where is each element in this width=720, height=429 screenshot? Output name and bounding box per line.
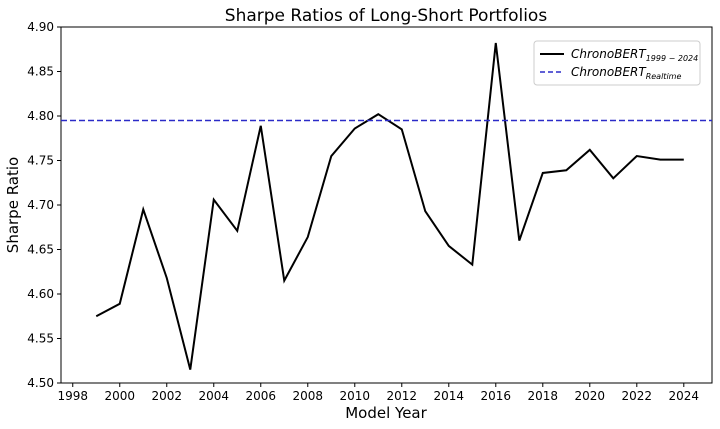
x-tick-label: 2010	[339, 389, 370, 403]
x-tick-label: 2004	[198, 389, 229, 403]
y-axis-title: Sharpe Ratio	[4, 157, 22, 253]
y-tick-label: 4.75	[27, 154, 54, 168]
legend: ChronoBERT1999 − 2024 ChronoBERTRealtime	[533, 40, 701, 86]
series-line-1999-2024	[95, 42, 684, 370]
chart-title: Sharpe Ratios of Long-Short Portfolios	[225, 6, 548, 26]
legend-label-1-subscript: 1999 − 2024	[646, 54, 699, 63]
legend-label-1: ChronoBERT1999 − 2024	[571, 47, 698, 63]
x-tick-label: 2014	[434, 389, 465, 403]
x-axis-title: Model Year	[345, 404, 427, 422]
x-tick-label: 2018	[528, 389, 559, 403]
legend-box	[533, 40, 701, 86]
x-tick-label: 2006	[245, 389, 276, 403]
legend-label-2-name: ChronoBERT	[571, 65, 647, 79]
y-axis: 4.50 4.55 4.60 4.65 4.70 4.75 4.80 4.85 4.90	[27, 20, 61, 390]
x-tick-label: 2016	[481, 389, 512, 403]
x-tick-label: 2022	[622, 389, 653, 403]
y-tick-label: 4.80	[27, 109, 54, 123]
y-tick-label: 4.50	[27, 376, 54, 390]
x-tick-label: 2000	[104, 389, 135, 403]
y-tick-label: 4.90	[27, 20, 54, 34]
y-tick-label: 4.65	[27, 243, 54, 257]
y-tick-label: 4.85	[27, 65, 54, 79]
series-layer	[61, 42, 712, 370]
y-tick-label: 4.70	[27, 198, 54, 212]
x-tick-label: 2012	[387, 389, 418, 403]
legend-label-2-subscript: Realtime	[646, 72, 682, 81]
legend-label-2: ChronoBERTRealtime	[571, 65, 681, 81]
y-tick-label: 4.55	[27, 332, 54, 346]
x-tick-label: 2002	[151, 389, 182, 403]
x-tick-label: 1998	[57, 389, 88, 403]
x-tick-label: 2024	[669, 389, 700, 403]
x-tick-label: 2008	[292, 389, 323, 403]
x-axis: 1998 2000 2002 2004 2006 2008 2010 2012 2014 2016…	[57, 383, 699, 403]
legend-label-1-name: ChronoBERT	[571, 47, 647, 61]
y-tick-label: 4.60	[27, 287, 54, 301]
x-tick-label: 2020	[575, 389, 606, 403]
